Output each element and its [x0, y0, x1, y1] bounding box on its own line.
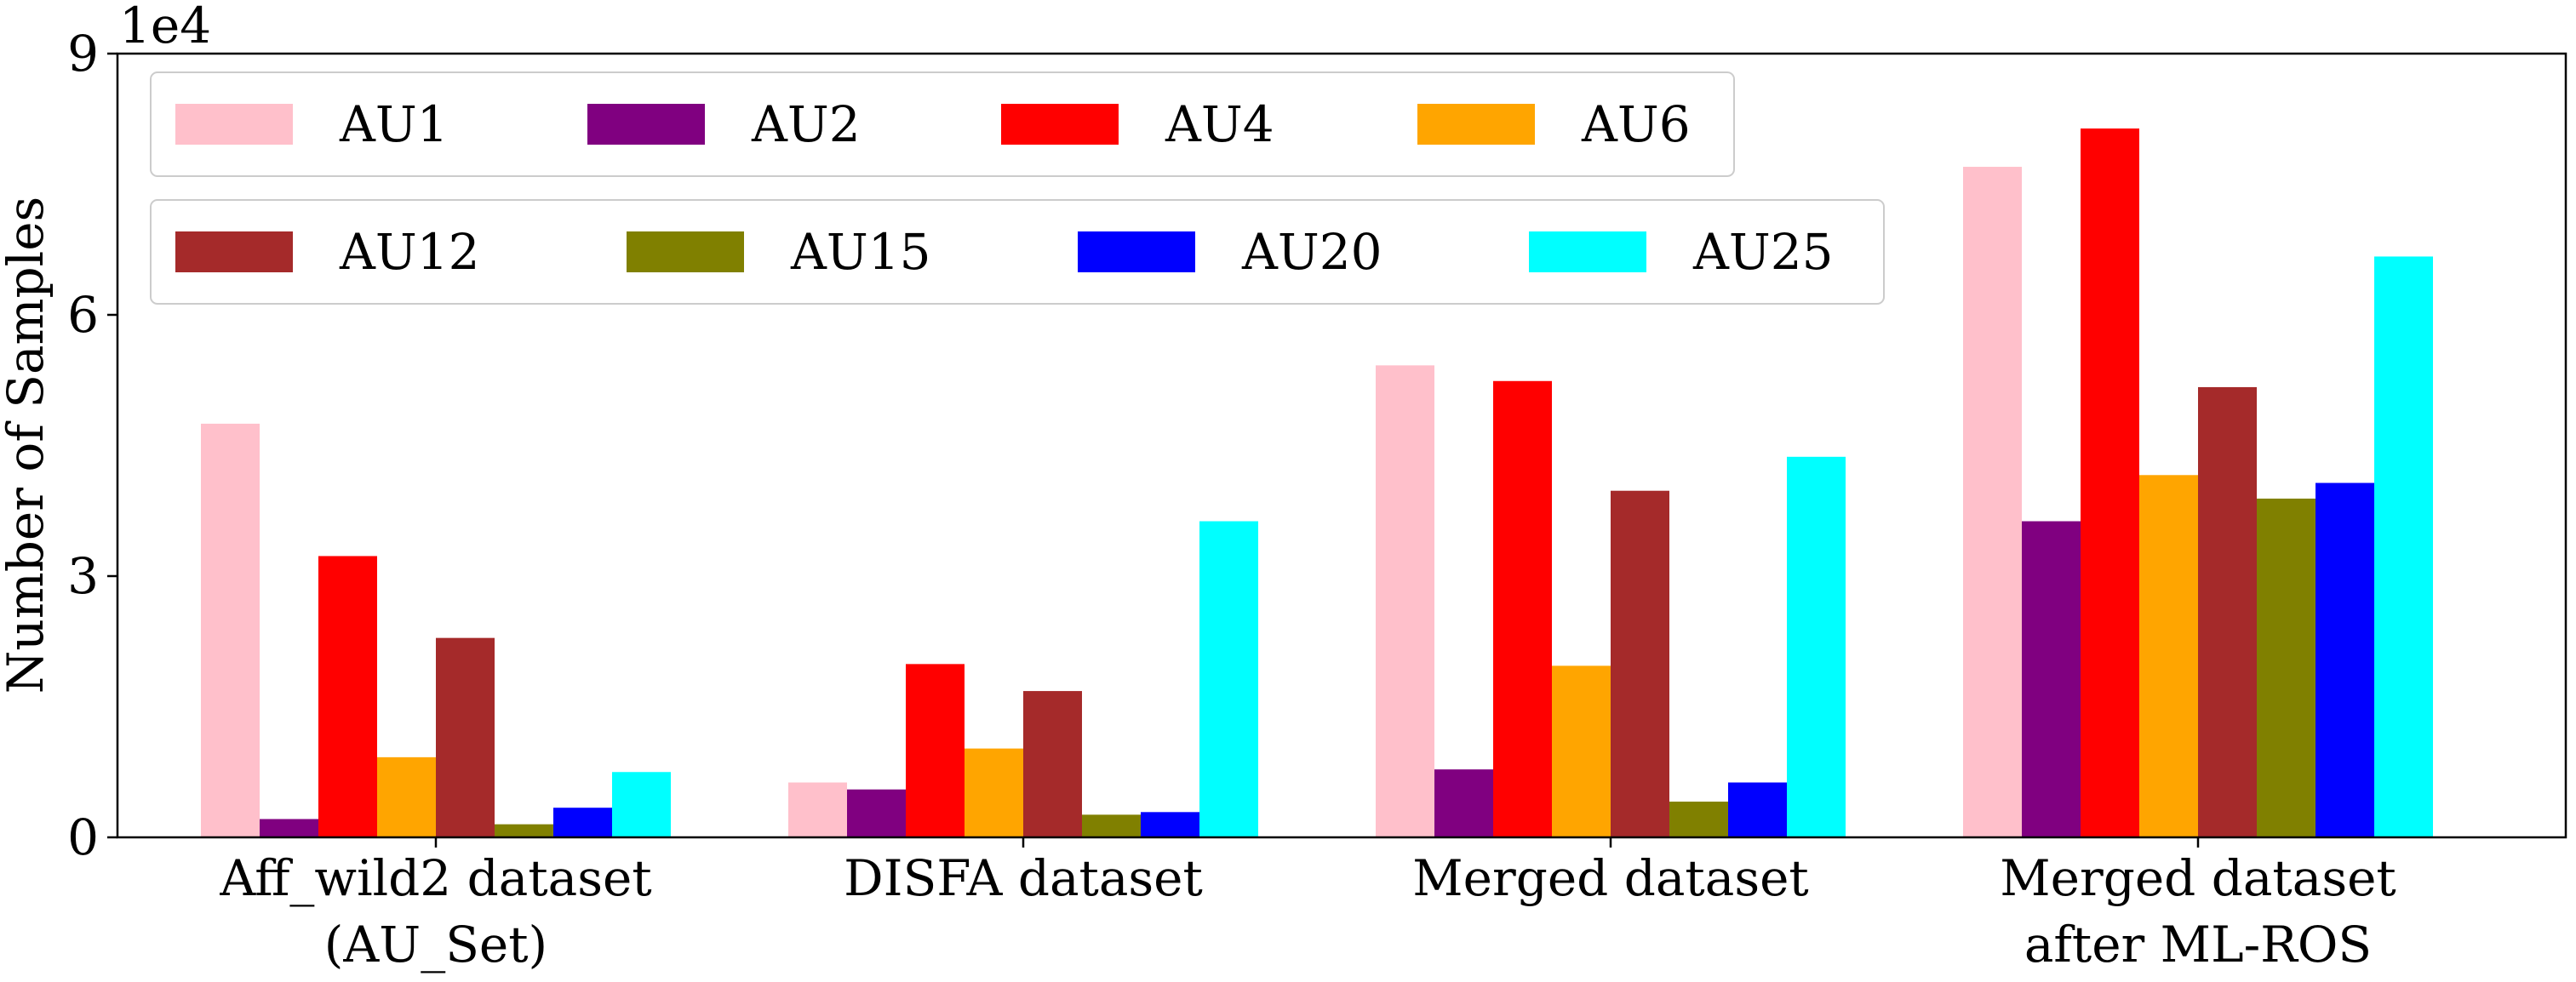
bar-au2-3 [2022, 521, 2081, 837]
legend-label-au6: AU6 [1581, 95, 1691, 153]
bar-au6-1 [965, 748, 1023, 837]
bar-au6-0 [377, 756, 436, 837]
y-tick-label: 0 [67, 808, 99, 866]
legend-swatch-au15 [627, 231, 744, 272]
legend-swatch-au6 [1417, 104, 1535, 145]
bar-au1-0 [201, 423, 260, 837]
bar-au4-0 [318, 556, 377, 837]
bar-au4-1 [906, 664, 965, 837]
x-tick-label: DISFA dataset [844, 849, 1203, 907]
y-tick-label: 6 [67, 286, 99, 344]
bar-au4-2 [1493, 380, 1552, 838]
bar-au2-2 [1434, 769, 1493, 837]
bar-au1-1 [788, 782, 847, 837]
legend-swatch-au25 [1529, 231, 1646, 272]
bar-au4-3 [2081, 128, 2139, 838]
x-tick-label-line2: after ML-ROS [2024, 916, 2372, 973]
bar-au25-3 [2374, 256, 2433, 838]
bar-au15-1 [1082, 814, 1141, 837]
bar-au12-3 [2198, 386, 2257, 838]
x-tick-label: Aff_wild2 dataset [219, 849, 651, 907]
bar-au1-3 [1963, 167, 2022, 838]
plot-frame [116, 52, 2567, 839]
y-tick-label: 3 [67, 547, 99, 605]
bar-au15-3 [2257, 498, 2316, 837]
legend-swatch-au4 [1001, 104, 1119, 145]
x-tick-label: Merged dataset [1412, 849, 1808, 907]
legend-swatch-au12 [175, 231, 293, 272]
bar-au15-2 [1669, 802, 1728, 837]
bars-group [201, 128, 2433, 838]
bar-au20-3 [2316, 482, 2374, 837]
bar-au12-1 [1023, 691, 1082, 837]
y-scale-label: 1e4 [119, 0, 211, 54]
bar-au20-2 [1728, 782, 1787, 837]
bar-au2-1 [847, 789, 906, 837]
x-axis: Aff_wild2 dataset (AU_Set) DISFA dataset Me… [219, 837, 2396, 973]
y-tick-label: 9 [67, 25, 99, 83]
bar-au6-3 [2139, 475, 2198, 837]
legend-swatch-au20 [1078, 231, 1195, 272]
bar-au12-0 [436, 637, 495, 837]
x-tick-label-line2: (AU_Set) [324, 916, 547, 973]
legend-swatch-au2 [587, 104, 705, 145]
bar-au12-2 [1611, 490, 1669, 837]
legend-label-au1: AU1 [339, 95, 449, 153]
legend-box [150, 71, 1735, 177]
bar-au25-0 [612, 772, 671, 837]
legend-label-au15: AU15 [790, 223, 931, 281]
bar-au25-2 [1787, 456, 1846, 837]
y-axis-label: Number of Samples [0, 197, 54, 694]
legend-row-1: AU1 AU2 AU4 AU6 [150, 71, 1735, 177]
x-tick-label: Merged dataset [2000, 849, 2396, 907]
bar-au20-0 [553, 808, 612, 837]
y-axis: 0 3 6 9 [67, 25, 117, 866]
legend-label-au25: AU25 [1692, 223, 1834, 281]
legend-box [150, 199, 1885, 305]
bar-au1-2 [1376, 365, 1434, 837]
bar-au25-1 [1199, 521, 1258, 837]
legend-label-au4: AU4 [1165, 95, 1274, 153]
legend-swatch-au1 [175, 104, 293, 145]
bar-au15-0 [495, 824, 553, 837]
legend-label-au20: AU20 [1241, 223, 1382, 281]
legend-row-2: AU12 AU15 AU20 AU25 [150, 199, 1885, 305]
bar-au20-1 [1141, 812, 1199, 837]
legend-label-au12: AU12 [339, 223, 480, 281]
legend-label-au2: AU2 [751, 95, 861, 153]
bar-au6-2 [1552, 665, 1611, 837]
bar-au2-0 [260, 819, 318, 837]
